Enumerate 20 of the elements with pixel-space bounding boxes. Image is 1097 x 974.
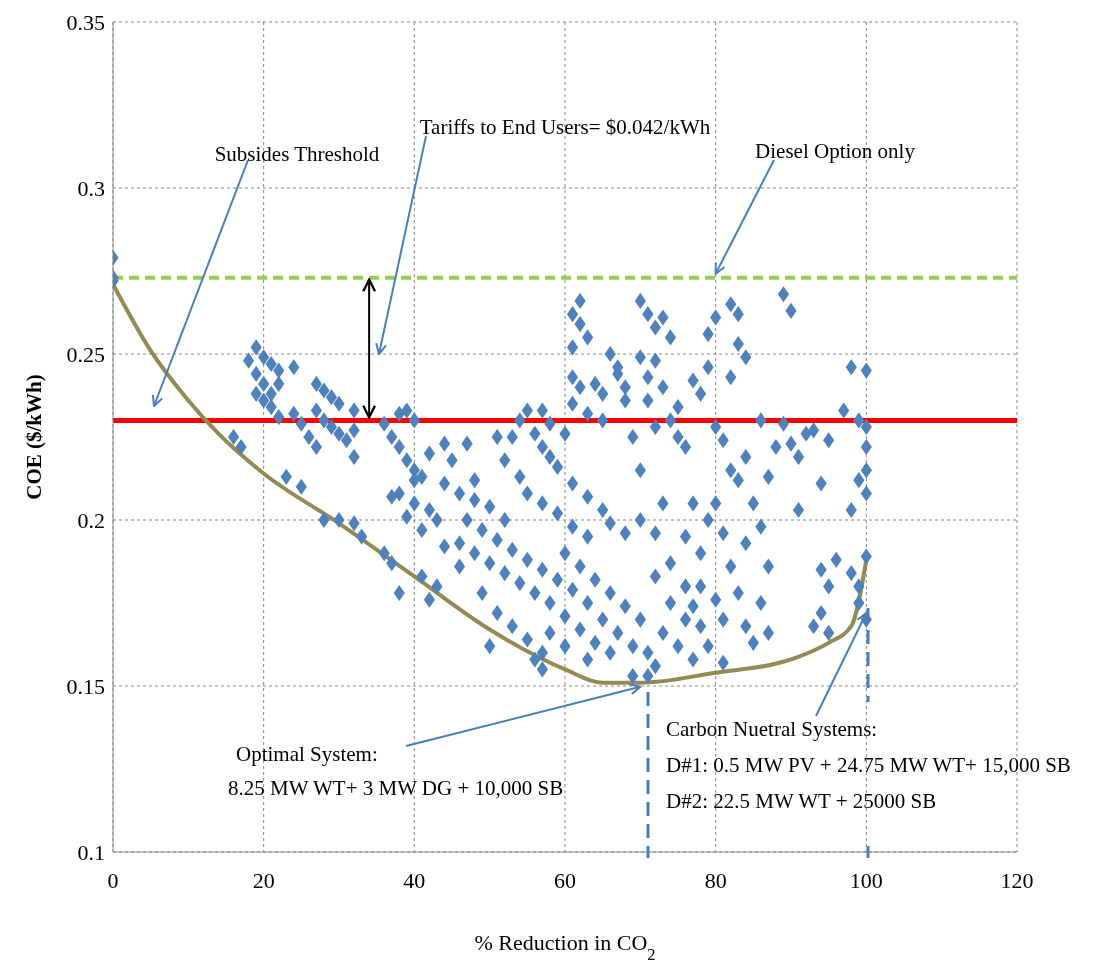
x-tick-label: 20 <box>252 867 275 893</box>
x-tick-label: 120 <box>1000 867 1034 893</box>
annotation: Diesel Option only <box>755 139 916 163</box>
y-tick-label: 0.1 <box>77 839 105 865</box>
x-tick-label: 60 <box>554 867 576 893</box>
y-tick-label: 0.15 <box>66 673 105 699</box>
annotation: Subsides Threshold <box>214 142 380 166</box>
x-axis-title: % Reduction in CO$_{2}$ <box>474 930 656 964</box>
y-axis-title: COE ($/kWh) <box>22 374 46 500</box>
annotation: Carbon Nuetral Systems: D#1: 0.5 MW PV + 24.75 MW WT+ 15,000 SB D#2: 22.5 MW WT + 25000 SB <box>666 717 1071 813</box>
annotation: Tariffs to End Users= $0.042/kWh <box>419 115 711 139</box>
annotation: Optimal System: 8.25 MW WT+ 3 MW DG + 10,000 SB <box>228 742 564 800</box>
x-tick-label: 100 <box>849 867 883 893</box>
y-tick-label: 0.3 <box>77 175 105 201</box>
y-tick-label: 0.2 <box>77 507 105 533</box>
x-tick-label: 0 <box>107 867 119 893</box>
y-tick-label: 0.35 <box>66 9 105 35</box>
x-tick-label: 80 <box>704 867 727 893</box>
x-tick-label: 40 <box>403 867 426 893</box>
y-tick-label: 0.25 <box>66 341 105 367</box>
